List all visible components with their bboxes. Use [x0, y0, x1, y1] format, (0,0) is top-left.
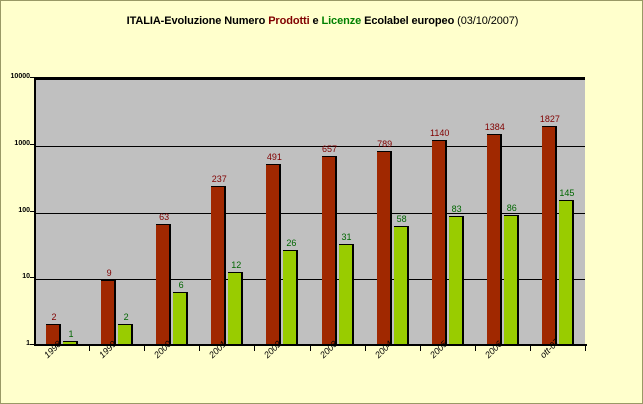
bar-group: 1140 83 — [430, 77, 477, 344]
bar-label-prodotti: 1827 — [539, 114, 560, 125]
plot-area: 2 1 9 2 63 6 237 12 491 26 657 31 789 58 1140 83 1384 86 1… — [34, 77, 585, 344]
bar-group: 657 31 — [321, 77, 367, 344]
y-tick-label: 100 — [18, 206, 30, 214]
bar-licenze — [118, 323, 134, 344]
bar-prodotti — [486, 134, 502, 344]
bar-group: 491 26 — [266, 77, 311, 344]
y-tick-label: 10000 — [10, 73, 30, 80]
bar-licenze — [338, 244, 354, 344]
gridline — [36, 212, 585, 214]
bar-prodotti — [211, 185, 227, 344]
bar-label-licenze: 31 — [341, 232, 352, 243]
bar-label-licenze: 58 — [396, 214, 407, 225]
chart-title: ITALIA-Evoluzione Numero Prodotti e Lice… — [1, 15, 642, 27]
x-tick-mark — [144, 346, 146, 351]
bar-prodotti — [101, 280, 117, 344]
bar-label-prodotti: 2 — [51, 311, 57, 322]
bar-licenze — [63, 341, 78, 344]
x-tick-mark — [199, 346, 201, 351]
x-tick-mark — [529, 346, 531, 351]
x-tick-mark — [89, 346, 91, 351]
bar-label-prodotti: 237 — [211, 173, 227, 184]
y-tick-label: 1 — [26, 340, 30, 347]
x-tick-mark — [309, 346, 311, 351]
y-tick-mark — [30, 143, 34, 145]
bar-licenze — [503, 214, 519, 344]
x-axis-line — [34, 344, 587, 346]
bar-group: 1384 86 — [485, 77, 532, 344]
bar-label-prodotti: 657 — [321, 143, 338, 154]
bar-prodotti — [156, 223, 172, 344]
bar-label-licenze: 83 — [451, 203, 462, 214]
bar-prodotti — [541, 126, 557, 344]
bar-group: 1827 145 — [540, 77, 587, 344]
bar-label-licenze: 86 — [506, 202, 517, 213]
bar-group: 63 6 — [156, 77, 201, 344]
bar-licenze — [448, 215, 464, 344]
bar-group: 789 58 — [376, 77, 422, 344]
title-part-1: ITALIA-Evoluzione Numero — [126, 15, 269, 27]
bar-label-prodotti: 1140 — [430, 127, 450, 138]
bar-licenze — [393, 226, 409, 344]
bar-group: 237 12 — [211, 77, 256, 344]
y-tick-mark — [30, 77, 34, 78]
gridline — [36, 79, 585, 80]
bar-label-prodotti: 63 — [159, 211, 170, 222]
gridline — [36, 279, 585, 281]
bar-label-prodotti: 491 — [266, 152, 282, 163]
title-licenze-word: Licenze — [321, 15, 362, 27]
bar-label-licenze: 1 — [68, 329, 74, 339]
bar-label-licenze: 26 — [286, 237, 297, 248]
bar-label-prodotti: 1384 — [484, 122, 505, 133]
gridline — [36, 145, 585, 147]
title-part-3: Ecolabel europeo — [361, 15, 458, 27]
bar-label-licenze: 12 — [231, 259, 242, 270]
bar-licenze — [228, 271, 244, 344]
bar-licenze — [558, 199, 574, 344]
title-part-2: e — [309, 15, 322, 27]
y-tick-mark — [30, 344, 34, 345]
bar-prodotti — [376, 150, 392, 344]
bar-label-prodotti: 789 — [377, 138, 393, 149]
x-tick-mark — [585, 346, 586, 351]
bar-label-licenze: 6 — [178, 280, 184, 291]
bar-label-prodotti: 9 — [106, 268, 112, 279]
bar-prodotti — [46, 323, 61, 344]
x-tick-mark — [254, 346, 256, 351]
bar-prodotti — [266, 164, 282, 344]
bar-label-licenze: 145 — [559, 187, 575, 198]
y-axis: 1 10 100 1000 10000 — [1, 1, 34, 403]
y-tick-label: 10 — [22, 273, 30, 281]
bar-label-licenze: 2 — [123, 311, 129, 322]
title-date: (03/10/2007) — [457, 15, 519, 27]
bar-prodotti — [431, 139, 447, 344]
x-tick-mark — [364, 346, 366, 351]
x-tick-mark — [474, 346, 476, 351]
y-tick-mark — [30, 277, 34, 279]
x-tick-mark — [419, 346, 421, 351]
y-tick-label: 1000 — [14, 139, 30, 147]
bar-prodotti — [321, 155, 337, 344]
y-tick-mark — [30, 210, 34, 212]
bar-licenze — [283, 249, 299, 344]
title-prodotti-word: Prodotti — [268, 15, 310, 27]
bar-licenze — [173, 292, 189, 344]
